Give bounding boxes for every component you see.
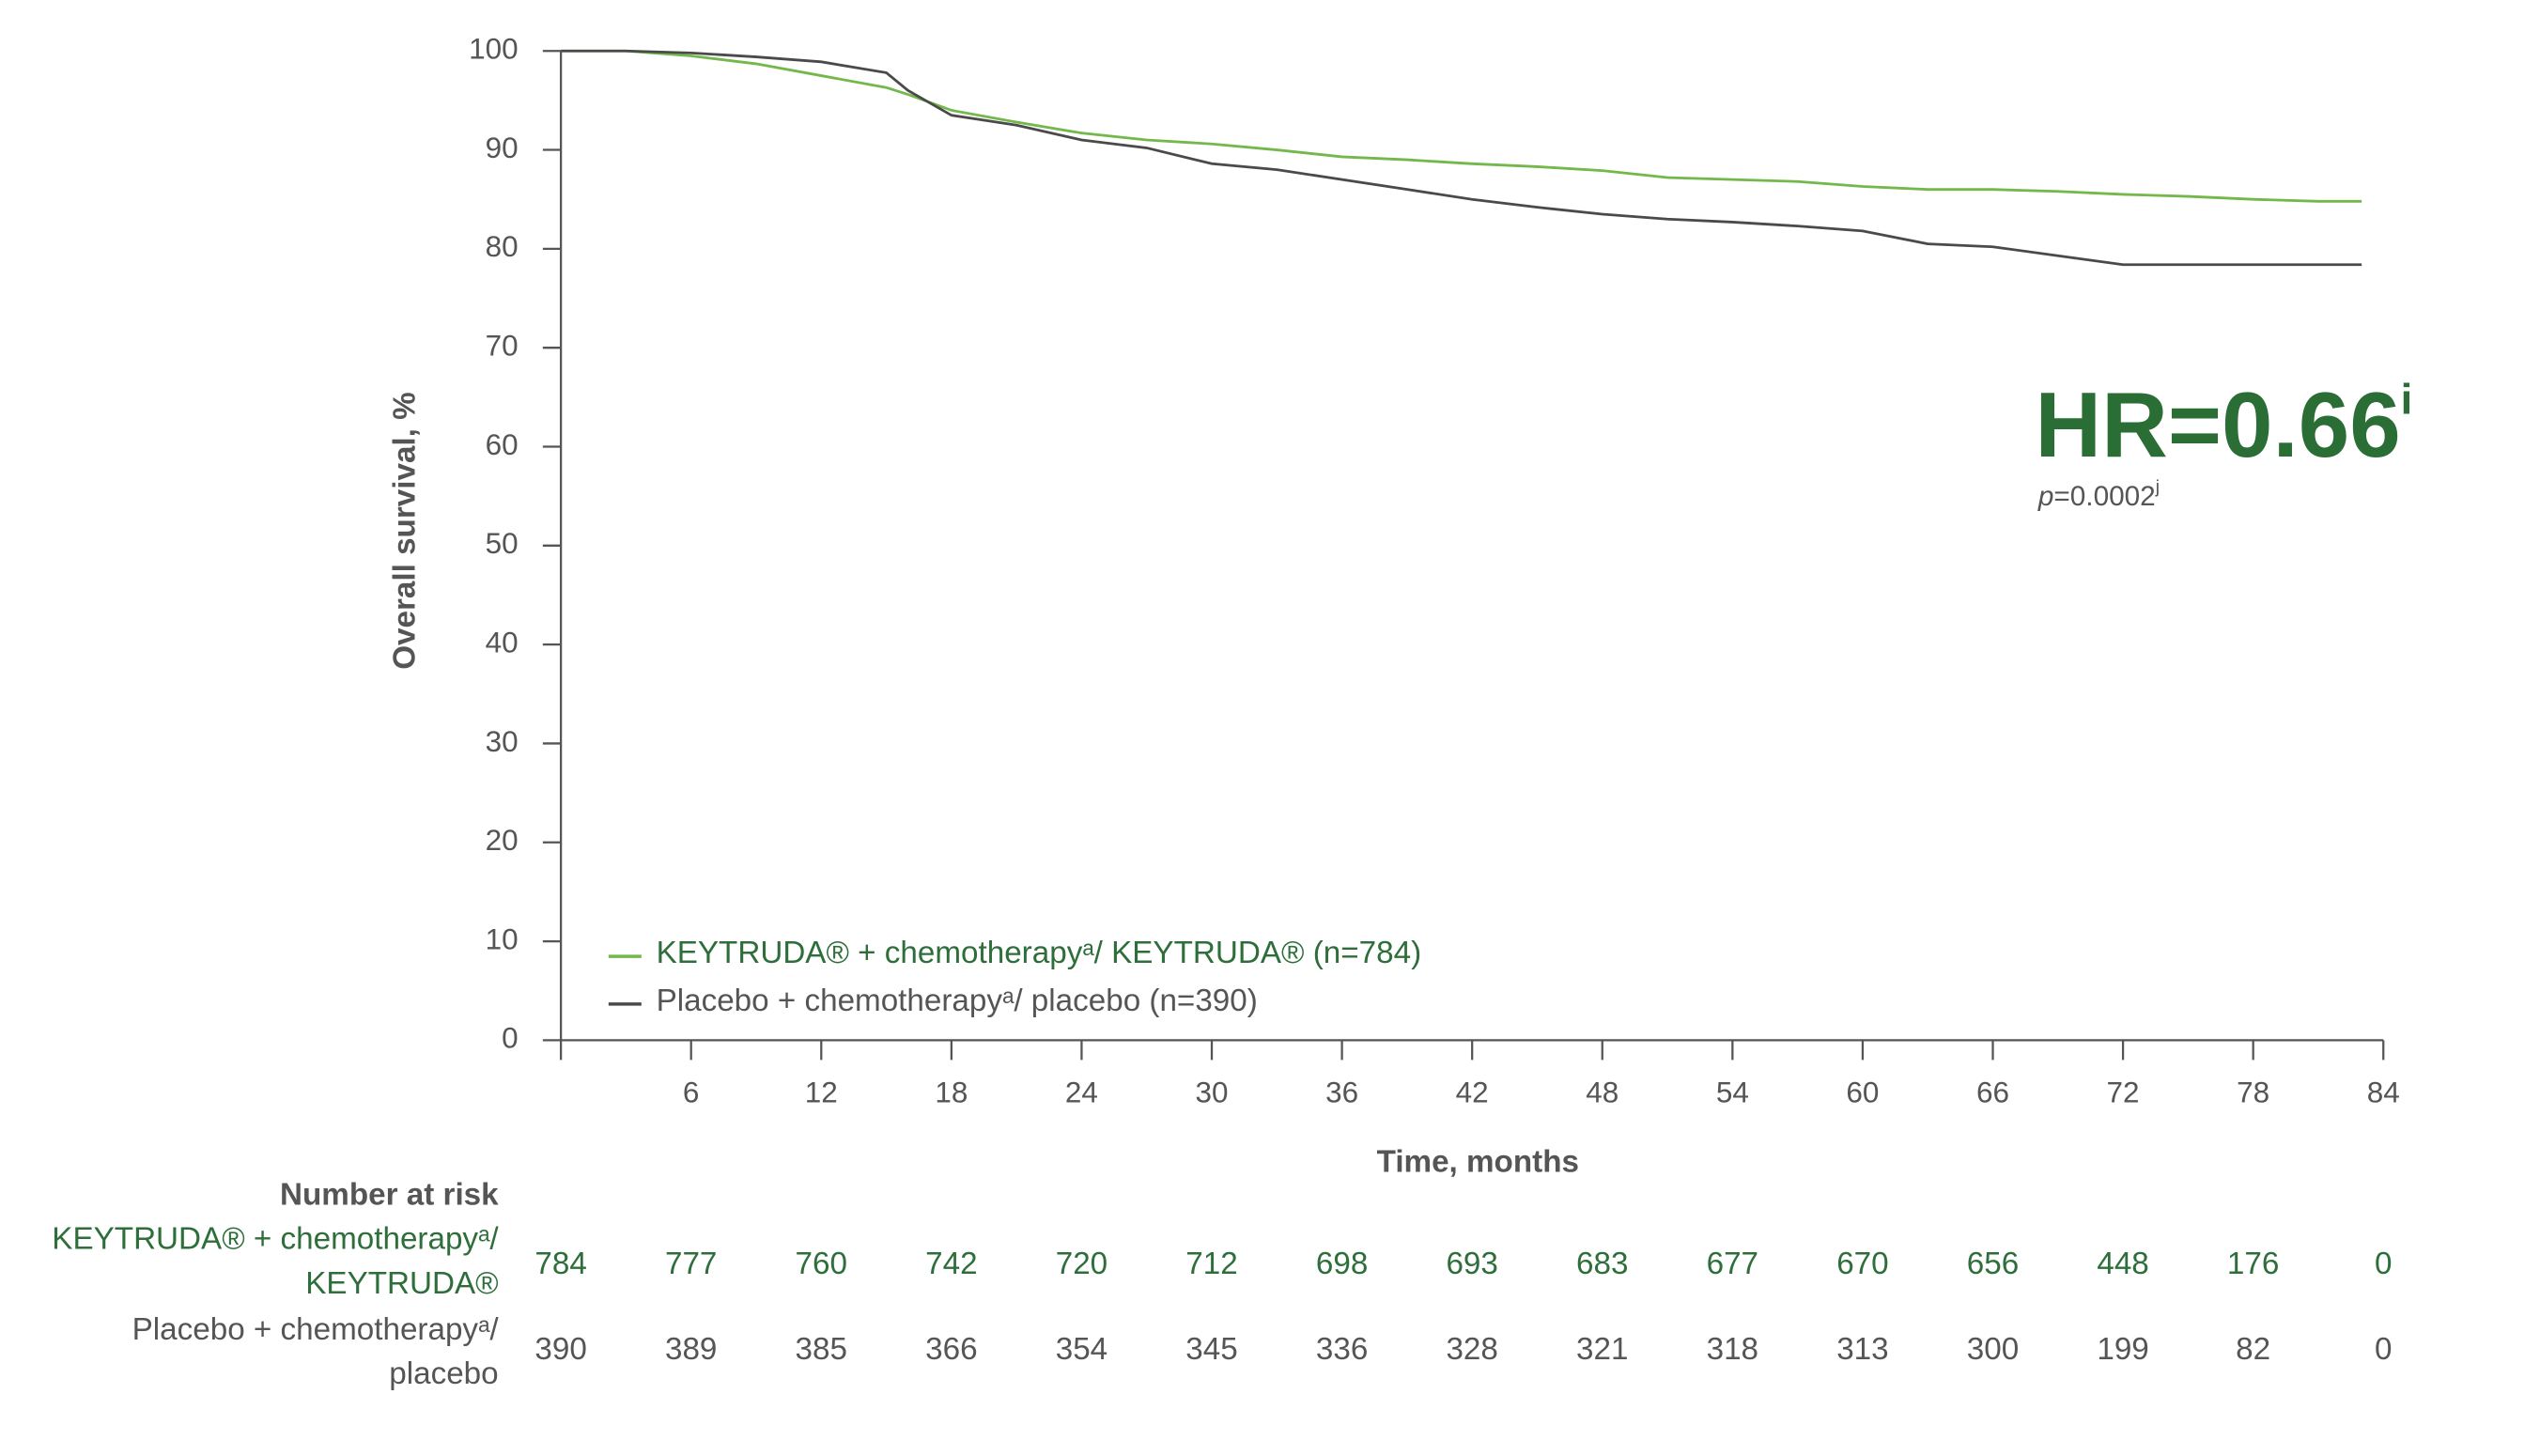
y-tick-label: 20: [486, 824, 519, 857]
x-axis-title: Time, months: [1377, 1144, 1579, 1179]
risk-count: 784: [534, 1247, 586, 1281]
risk-count: 720: [1056, 1247, 1107, 1281]
legend-label: KEYTRUDA® + chemotherapyᵃ/ KEYTRUDA® (n=…: [657, 936, 1422, 970]
y-tick-label: 70: [486, 329, 519, 362]
risk-count: 760: [796, 1247, 847, 1281]
x-tick-label: 24: [1065, 1076, 1098, 1108]
x-tick-label: 66: [1976, 1076, 2009, 1108]
p-number: =0.0002: [2053, 481, 2155, 512]
risk-count: 82: [2236, 1332, 2270, 1367]
risk-count: 683: [1576, 1247, 1628, 1281]
x-tick-label: 84: [2367, 1076, 2400, 1108]
y-tick-label: 60: [486, 428, 519, 461]
survival-curve: [561, 49, 2362, 203]
risk-row-label: KEYTRUDA® + chemotherapyᵃ/: [52, 1222, 499, 1257]
risk-count: 199: [2097, 1332, 2148, 1367]
hr-text: HR=0.66: [2035, 373, 2400, 476]
risk-count: 656: [1967, 1247, 2019, 1281]
risk-count: 321: [1576, 1332, 1628, 1367]
y-tick-label: 0: [502, 1022, 519, 1055]
hr-note: i: [2401, 376, 2413, 424]
risk-count: 698: [1316, 1247, 1368, 1281]
x-tick-label: 6: [683, 1076, 700, 1108]
x-tick-label: 30: [1196, 1076, 1229, 1108]
x-tick-label: 48: [1586, 1076, 1618, 1108]
survival-curve: [561, 49, 2362, 267]
risk-row-label: placebo: [389, 1356, 498, 1391]
risk-count: 366: [925, 1332, 977, 1367]
x-tick-label: 60: [1846, 1076, 1879, 1108]
p-note: j: [2155, 478, 2160, 498]
risk-count: 677: [1707, 1247, 1758, 1281]
risk-count: 712: [1185, 1247, 1237, 1281]
risk-count: 336: [1316, 1332, 1368, 1367]
risk-title: Number at risk: [280, 1177, 499, 1212]
legend-label: Placebo + chemotherapyᵃ/ placebo (n=390): [657, 984, 1258, 1018]
x-tick-label: 18: [935, 1076, 968, 1108]
x-tick-label: 78: [2237, 1076, 2269, 1108]
risk-count: 313: [1836, 1332, 1888, 1367]
y-tick-label: 90: [486, 132, 519, 164]
risk-count: 742: [925, 1247, 977, 1281]
risk-count: 354: [1056, 1332, 1107, 1367]
hazard-ratio: HR=0.66i: [2035, 373, 2412, 476]
p-label: p: [2037, 481, 2054, 512]
risk-count: 176: [2227, 1247, 2279, 1281]
risk-count: 345: [1185, 1332, 1237, 1367]
y-axis-title: Overall survival, %: [387, 392, 422, 669]
p-value: p=0.0002j: [2037, 478, 2160, 512]
risk-count: 389: [665, 1332, 717, 1367]
risk-count: 318: [1707, 1332, 1758, 1367]
y-tick-label: 50: [486, 527, 519, 560]
x-tick-label: 36: [1325, 1076, 1358, 1108]
x-tick-label: 42: [1456, 1076, 1489, 1108]
risk-count: 693: [1446, 1247, 1497, 1281]
y-tick-label: 100: [469, 33, 519, 66]
risk-count: 777: [665, 1247, 717, 1281]
risk-count: 0: [2375, 1332, 2392, 1367]
y-tick-label: 10: [486, 922, 519, 955]
risk-count: 0: [2375, 1247, 2392, 1281]
risk-count: 328: [1446, 1332, 1497, 1367]
risk-count: 670: [1836, 1247, 1888, 1281]
risk-row-label: KEYTRUDA®: [305, 1266, 498, 1301]
x-tick-label: 54: [1716, 1076, 1749, 1108]
x-tick-label: 72: [2107, 1076, 2140, 1108]
x-tick-label: 12: [805, 1076, 838, 1108]
risk-count: 390: [534, 1332, 586, 1367]
y-tick-label: 40: [486, 626, 519, 658]
risk-count: 448: [2097, 1247, 2148, 1281]
risk-row-label: Placebo + chemotherapyᵃ/: [132, 1312, 500, 1347]
risk-count: 385: [796, 1332, 847, 1367]
y-tick-label: 80: [486, 230, 519, 263]
risk-count: 300: [1967, 1332, 2019, 1367]
y-tick-label: 30: [486, 725, 519, 758]
